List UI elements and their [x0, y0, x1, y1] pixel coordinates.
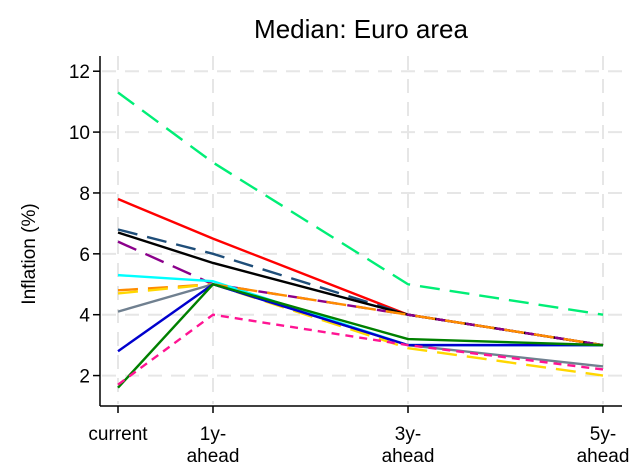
- series-line-7: [117, 283, 604, 347]
- series-line-10: [117, 283, 603, 353]
- series-line-8: [117, 283, 604, 377]
- y-tick-label: 8: [79, 184, 90, 205]
- series-line-11: [117, 283, 604, 389]
- series-line-12: [117, 313, 604, 386]
- y-tick-label: 10: [69, 123, 90, 144]
- x-tick-label: 1y-: [200, 424, 226, 445]
- x-tick-label: ahead: [577, 446, 630, 467]
- y-tick-label: 6: [79, 245, 90, 266]
- x-tick-label: 5y-: [590, 424, 616, 445]
- y-tick-label: 12: [69, 62, 90, 83]
- x-tick-label: ahead: [187, 446, 240, 467]
- series-lines: [117, 91, 604, 389]
- gridlines: [102, 56, 622, 404]
- axes: [93, 56, 622, 413]
- x-tick-label: current: [88, 424, 148, 445]
- y-axis-label: Inflation (%): [19, 203, 40, 304]
- x-tick-label: ahead: [382, 446, 435, 467]
- y-tick-label: 4: [79, 306, 90, 327]
- y-tick-label: 2: [79, 367, 90, 388]
- x-tick-label: 3y-: [395, 424, 421, 445]
- chart-title: Median: Euro area: [254, 14, 468, 44]
